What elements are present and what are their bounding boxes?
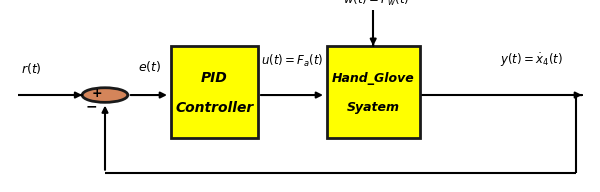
Text: Syatem: Syatem — [347, 101, 400, 114]
Text: $u(t) = F_a(t)$: $u(t) = F_a(t)$ — [261, 52, 324, 69]
Text: $r(t)$: $r(t)$ — [21, 61, 42, 76]
Text: −: − — [86, 100, 97, 114]
Text: +: + — [92, 87, 103, 100]
Text: Controller: Controller — [175, 101, 254, 115]
Text: PID: PID — [201, 71, 228, 85]
FancyBboxPatch shape — [327, 46, 420, 138]
Ellipse shape — [82, 88, 128, 102]
Text: $e(t)$: $e(t)$ — [138, 59, 161, 74]
Text: $w(t) = F_w(t)$: $w(t) = F_w(t)$ — [343, 0, 409, 8]
Text: Hand_Glove: Hand_Glove — [332, 72, 415, 85]
Text: $y(t) = \dot{x}_4(t)$: $y(t) = \dot{x}_4(t)$ — [500, 52, 562, 69]
FancyBboxPatch shape — [171, 46, 258, 138]
